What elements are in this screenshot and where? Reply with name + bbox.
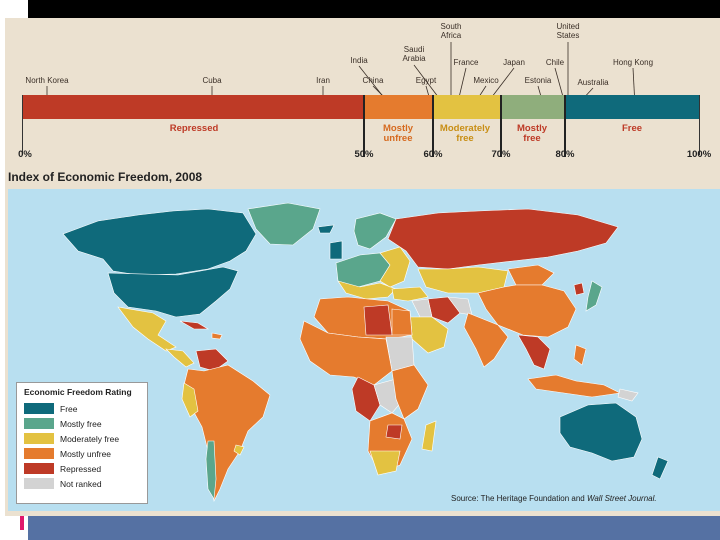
legend-swatch-moderately-free xyxy=(24,433,54,444)
region-southeast-asia xyxy=(517,334,551,370)
region-usa xyxy=(107,266,239,318)
legend-label-repressed: Repressed xyxy=(60,464,102,474)
cat-repressed: Repressed xyxy=(169,123,219,134)
segment-repressed xyxy=(22,95,365,119)
segment-mostly-unfree xyxy=(365,95,433,119)
map-title: Index of Economic Freedom, 2008 xyxy=(8,170,203,184)
region-central-america xyxy=(165,348,195,368)
region-southern-europe xyxy=(337,280,397,300)
legend-label-mostly-unfree: Mostly unfree xyxy=(60,449,112,459)
label-cuba: Cuba xyxy=(202,76,222,85)
divider-70 xyxy=(500,95,502,157)
region-greenland xyxy=(247,202,321,246)
tick-0 xyxy=(22,95,23,155)
region-scandinavia xyxy=(353,212,397,250)
figure-page: North Korea Cuba Iran India China Saudi … xyxy=(5,18,720,516)
region-venezuela xyxy=(195,348,229,372)
region-mexico xyxy=(117,306,177,352)
region-caribbean xyxy=(211,332,223,340)
legend-swatch-not-ranked xyxy=(24,478,54,489)
region-turkey xyxy=(391,286,429,302)
label-saudi-arabia: Saudi Arabia xyxy=(402,45,426,63)
label-south-africa: South Africa xyxy=(440,22,462,40)
legend-label-mostly-free: Mostly free xyxy=(60,419,102,429)
divider-50 xyxy=(363,95,365,157)
map-legend: Economic Freedom Rating Free Mostly free… xyxy=(16,382,148,504)
segment-moderately-free xyxy=(433,95,501,119)
region-canada xyxy=(62,208,257,276)
legend-swatch-repressed xyxy=(24,463,54,474)
region-chile xyxy=(205,440,217,500)
legend-label-free: Free xyxy=(60,404,78,414)
legend-label-not-ranked: Not ranked xyxy=(60,479,102,489)
region-mongolia xyxy=(507,264,555,286)
cat-free: Free xyxy=(621,123,643,134)
pct-50: 50% xyxy=(354,149,374,160)
region-philippines xyxy=(573,344,587,366)
region-uruguay xyxy=(233,444,245,456)
label-japan: Japan xyxy=(503,58,525,67)
divider-60 xyxy=(432,95,434,157)
region-south-africa xyxy=(369,450,401,476)
region-new-zealand xyxy=(651,456,669,480)
region-eastern-europe xyxy=(379,246,411,288)
legend-swatch-mostly-unfree xyxy=(24,448,54,459)
region-papua xyxy=(617,388,639,402)
region-zimbabwe xyxy=(385,424,403,440)
slide-accent-mark xyxy=(20,516,24,530)
pct-80: 80% xyxy=(555,149,575,160)
divider-80 xyxy=(564,95,566,157)
legend-swatch-mostly-free xyxy=(24,418,54,429)
label-estonia: Estonia xyxy=(524,76,552,85)
region-cuba xyxy=(179,320,210,330)
map-source: Source: The Heritage Foundation and Wall… xyxy=(451,494,657,503)
cat-mostly-free: Mostly free xyxy=(516,123,548,144)
tick-100 xyxy=(699,95,700,155)
region-australia xyxy=(559,402,643,462)
region-japan xyxy=(585,280,603,312)
pct-0: 0% xyxy=(18,149,32,160)
label-united-states: United States xyxy=(556,22,580,40)
region-iceland xyxy=(317,224,335,234)
legend-label-moderately-free: Moderately free xyxy=(60,434,120,444)
label-india: India xyxy=(350,56,368,65)
label-hong-kong: Hong Kong xyxy=(612,58,654,67)
region-china xyxy=(477,284,577,338)
label-chile: Chile xyxy=(545,58,565,67)
label-france: France xyxy=(453,58,479,67)
legend-title: Economic Freedom Rating xyxy=(24,387,132,397)
pct-70: 70% xyxy=(491,149,511,160)
pct-60: 60% xyxy=(423,149,443,160)
legend-swatch-free xyxy=(24,403,54,414)
label-china: China xyxy=(362,76,384,85)
map-source-prefix: Source: The Heritage Foundation and xyxy=(451,494,587,503)
region-indonesia xyxy=(527,374,621,398)
segment-mostly-free xyxy=(501,95,565,119)
region-south-america xyxy=(183,364,271,502)
region-peru xyxy=(181,382,199,418)
region-india xyxy=(463,312,509,368)
region-russia xyxy=(387,208,619,270)
map-source-journal: Wall Street Journal. xyxy=(586,494,657,503)
top-black-bar xyxy=(28,0,720,18)
world-map: Economic Freedom Rating Free Mostly free… xyxy=(8,189,720,511)
freedom-scale: North Korea Cuba Iran India China Saudi … xyxy=(5,18,720,190)
region-east-africa xyxy=(391,364,429,420)
label-australia: Australia xyxy=(577,78,609,87)
region-madagascar xyxy=(421,420,437,452)
region-libya xyxy=(363,304,393,336)
label-mexico: Mexico xyxy=(473,76,499,85)
world-map-drawing xyxy=(62,202,669,502)
pct-100: 100% xyxy=(686,149,712,160)
region-egypt xyxy=(391,308,413,336)
label-iran: Iran xyxy=(316,76,330,85)
cat-mostly-unfree: Mostly unfree xyxy=(382,123,414,144)
cat-moderately-free: Moderately free xyxy=(439,123,491,144)
region-north-korea xyxy=(573,282,585,296)
label-north-korea: North Korea xyxy=(25,76,69,85)
bottom-blue-bar xyxy=(28,516,720,540)
segment-free xyxy=(565,95,699,119)
region-uk xyxy=(329,240,343,260)
